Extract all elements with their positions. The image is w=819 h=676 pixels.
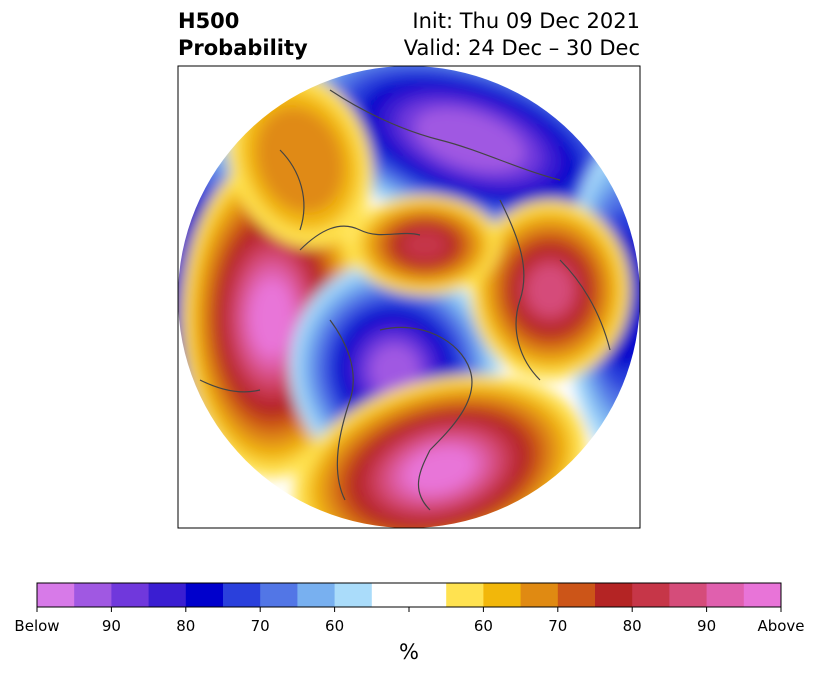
colorbar-cells [37,583,782,607]
colorbar-cell [483,583,522,607]
title-variable: H500 [178,9,240,33]
colorbar-cell [446,583,484,607]
coastlines [199,89,611,511]
colorbar-cell [371,583,410,607]
negative-anomaly-arctic-contour [415,108,525,172]
colorbar-tick-label: 90 [101,617,121,635]
colorbar-cell [148,583,187,607]
colorbar-ticks [36,607,782,612]
coastline [329,89,561,181]
colorbar-cell [409,583,447,607]
colorbar-cell [260,583,298,607]
title-product: Probability [178,36,308,60]
colorbar-cell [743,583,782,607]
colorbar-tick-label: Below [14,617,60,635]
coastline [329,319,354,501]
coastline [559,259,611,351]
colorbar-tick-label: 70 [250,617,270,635]
colorbar-cell [706,583,745,607]
coastline [299,225,421,251]
positive-anomaly-north-canada-contour [402,230,448,260]
probability-map [177,65,641,529]
map-title: H500 Probability [178,8,308,62]
hemisphere [178,66,640,528]
colorbar-tick-label: 80 [622,617,642,635]
anomaly-fields [178,66,640,528]
coastline [379,326,473,451]
colorbar-tick-label: 60 [473,617,493,635]
negative-anomaly-western-north-america-contour [370,344,420,396]
coastline [417,449,431,511]
positive-anomaly-siberia-contour [527,264,573,316]
colorbar-tick-label: 60 [325,617,345,635]
valid-range: Valid: 24 Dec – 30 Dec [403,36,640,60]
colorbar-cell [669,583,708,607]
map-dates: Init: Thu 09 Dec 2021 Valid: 24 Dec – 30… [404,8,640,62]
positive-anomaly-north-canada [350,195,500,295]
colorbar-cell [595,583,633,607]
positive-anomaly-siberia [470,200,630,380]
colorbar-cell [334,583,373,607]
colorbar-cell [557,583,596,607]
map-frame [177,65,641,529]
colorbar-cell [111,583,150,607]
positive-band-north-contour [256,107,344,213]
colorbar-cell [74,583,112,607]
positive-anomaly-southeast-us-contour [404,447,476,493]
coastline [279,149,305,231]
coastline [199,379,261,393]
colorbar-cell [632,583,670,607]
colorbar-cell [185,583,224,607]
colorbar-tick-label: 80 [176,617,196,635]
colorbar-tick-label: 90 [697,617,717,635]
colorbar-tick-label: Above [757,617,805,635]
init-date: Init: Thu 09 Dec 2021 [412,9,640,33]
colorbar-cell [520,583,559,607]
colorbar-cell [297,583,336,607]
colorbar-unit: % [399,640,419,664]
colorbar-tick-label: 70 [548,617,568,635]
coastline [499,199,541,381]
colorbar-cell [223,583,261,607]
positive-anomaly-gulf-of-alaska-contour [250,279,294,357]
colorbar-cell [37,583,75,607]
